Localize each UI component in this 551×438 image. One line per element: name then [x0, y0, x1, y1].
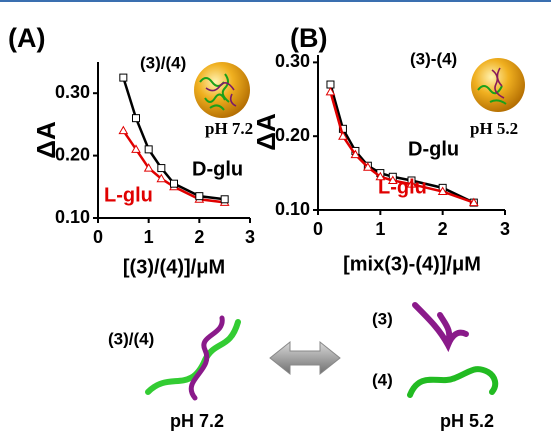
- illustration-label: (4): [372, 370, 393, 389]
- ph-annotation: pH 7.2: [205, 119, 253, 138]
- data-point: [145, 146, 152, 153]
- data-point: [221, 196, 228, 203]
- duplex-helix: [148, 318, 238, 398]
- figure: (3)/(4) pH 7.2 (3) (4) pH 5.2 (A) (3)/(4)…: [0, 0, 551, 438]
- panel-label: (A): [8, 23, 45, 53]
- panel-label: (B): [290, 23, 327, 53]
- y-tick-label: 0.30: [275, 51, 310, 71]
- illustration-label: pH 5.2: [440, 411, 494, 431]
- y-tick-label: 0.20: [55, 144, 90, 164]
- data-point: [133, 115, 140, 122]
- nanoparticle-a: [194, 62, 250, 118]
- ph-annotation: pH 5.2: [470, 119, 518, 138]
- legend-label: D-glu: [408, 138, 459, 160]
- y-tick-label: 0.10: [275, 199, 310, 219]
- legend-label: D-glu: [192, 158, 243, 180]
- strand-3: [415, 305, 466, 345]
- legend-label: L-glu: [378, 176, 427, 198]
- x-axis-label: [(3)/(4)]/μM: [123, 256, 225, 278]
- x-tick-label: 2: [194, 227, 204, 247]
- y-tick-label: 0.20: [275, 125, 310, 145]
- x-tick-label: 3: [500, 219, 510, 239]
- x-tick-label: 2: [438, 219, 448, 239]
- double-arrow: [270, 342, 340, 374]
- data-point: [158, 165, 165, 172]
- x-tick-label: 1: [375, 219, 385, 239]
- chart-subtitle: (3)/(4): [140, 53, 186, 72]
- x-tick-label: 0: [313, 219, 323, 239]
- chart-subtitle: (3)-(4): [410, 49, 457, 68]
- illustration-label: pH 7.2: [170, 411, 224, 431]
- x-tick-label: 0: [93, 227, 103, 247]
- data-point: [196, 193, 203, 200]
- data-point: [119, 127, 127, 134]
- x-tick-label: 3: [245, 227, 255, 247]
- data-point: [171, 180, 178, 187]
- nanoparticle-b: [471, 58, 525, 112]
- x-axis-label: [mix(3)-(4)]/μM: [343, 253, 481, 275]
- illustration-label: (3)/(4): [108, 329, 154, 348]
- y-tick-label: 0.30: [55, 82, 90, 102]
- x-tick-label: 1: [144, 227, 154, 247]
- legend-label: L-glu: [104, 184, 153, 206]
- illustration-label: (3): [372, 309, 393, 328]
- data-point: [120, 74, 127, 81]
- y-tick-label: 0.10: [55, 207, 90, 227]
- strand-4: [410, 369, 495, 395]
